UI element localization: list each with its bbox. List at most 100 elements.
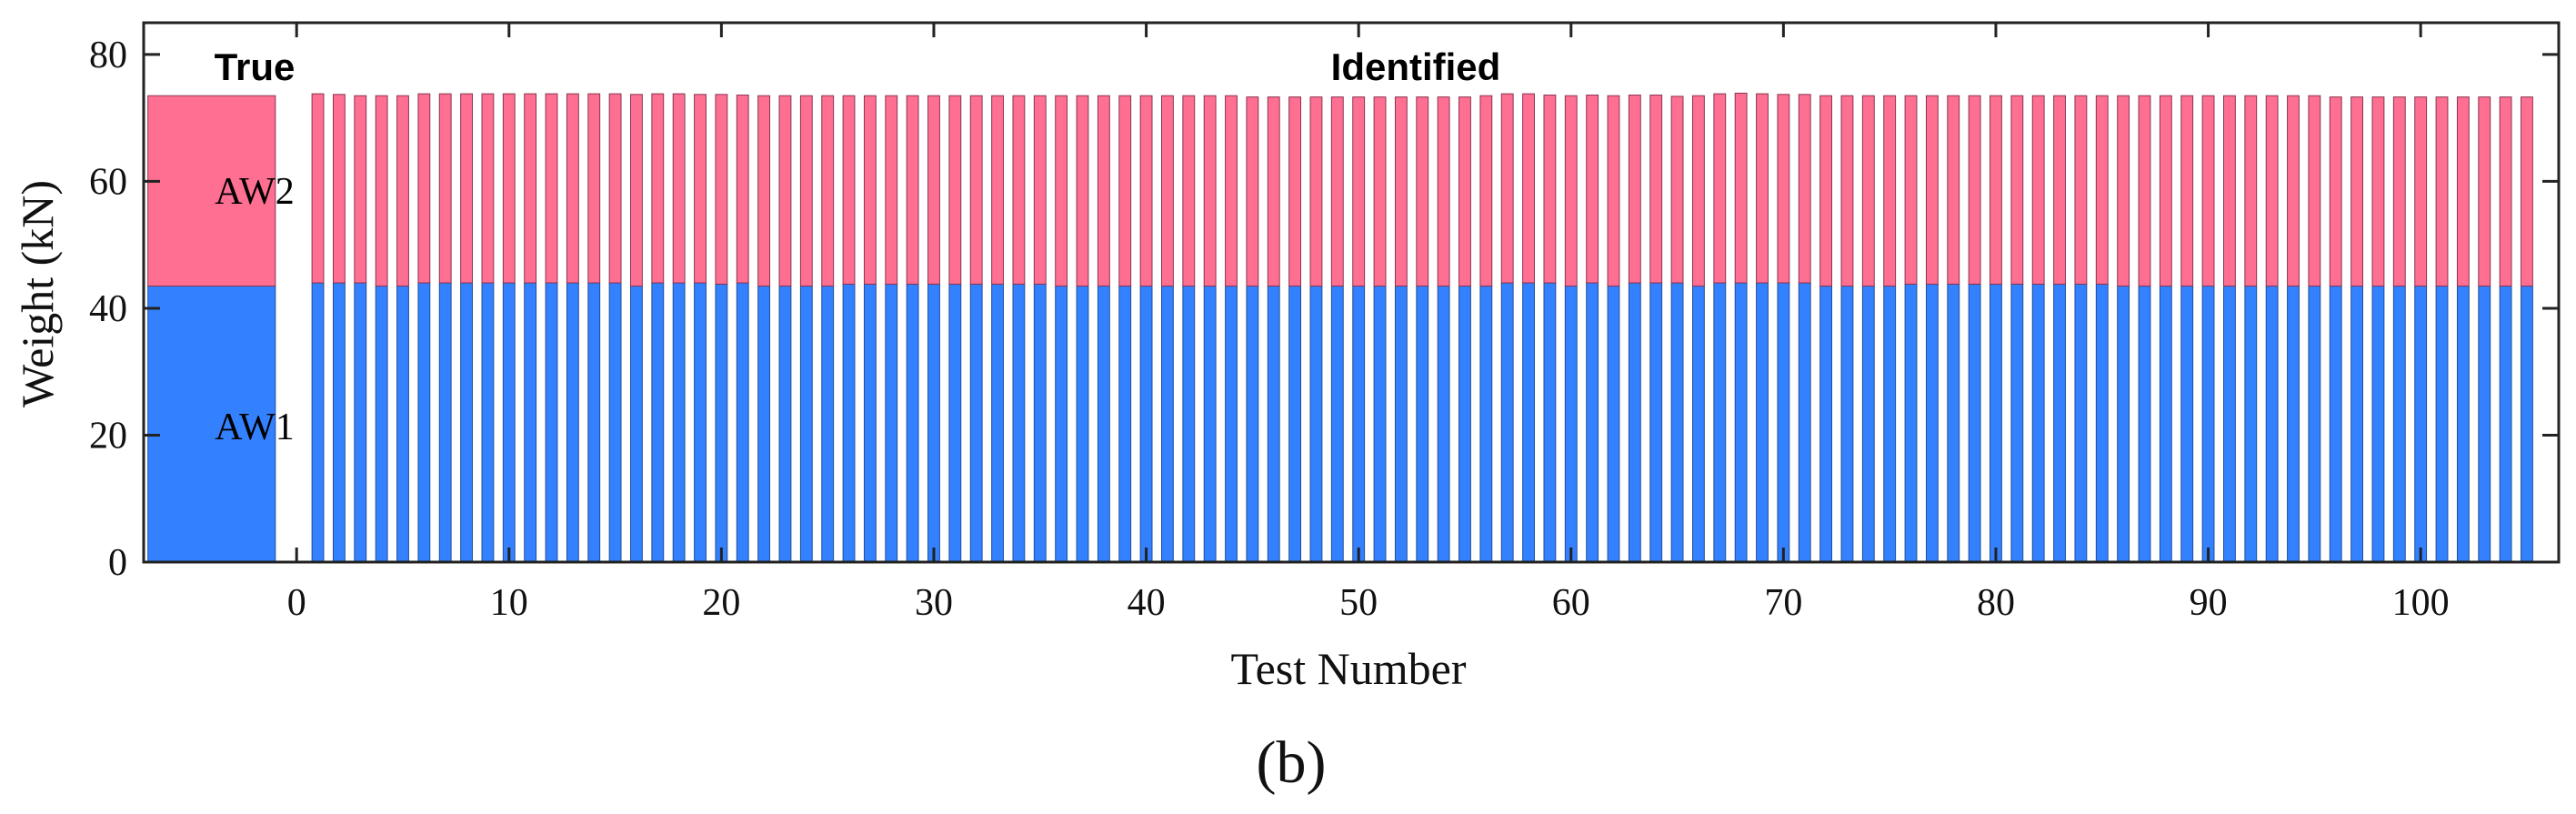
identified-bar-aw2-51 (1373, 96, 1387, 287)
identified-bar-aw2-17 (651, 93, 665, 284)
identified-bar-aw2-69 (1756, 93, 1769, 284)
identified-bar-aw2-90 (2201, 95, 2215, 287)
identified-bar-aw2-16 (630, 94, 643, 287)
identified-bar-aw2-95 (2308, 95, 2321, 287)
true-group-label: True (215, 45, 296, 88)
identified-bar-aw2-42 (1182, 95, 1196, 287)
identified-bar-aw2-58 (1522, 93, 1535, 284)
identified-bar-aw1-39 (1118, 286, 1132, 563)
identified-bar-aw2-21 (736, 95, 749, 284)
identified-bar-aw1-63 (1628, 282, 1641, 563)
identified-bar-aw1-55 (1458, 286, 1471, 563)
identified-bar-aw2-8 (460, 93, 473, 284)
identified-bar-aw2-35 (1033, 95, 1047, 285)
identified-bar-aw1-64 (1649, 282, 1663, 563)
true-bar-aw2 (147, 95, 276, 287)
identified-bar-aw1-53 (1416, 286, 1429, 563)
identified-bar-aw1-26 (842, 283, 856, 563)
identified-bar-aw2-29 (906, 95, 919, 285)
identified-bar-aw2-59 (1543, 95, 1557, 284)
identified-bar-aw2-43 (1203, 95, 1217, 287)
identified-bar-aw2-86 (2117, 95, 2130, 287)
identified-bar-aw2-13 (566, 93, 579, 284)
identified-bar-aw1-49 (1330, 286, 1344, 563)
identified-bar-aw1-68 (1734, 282, 1748, 563)
identified-bar-aw1-4 (375, 286, 388, 563)
identified-bar-aw2-49 (1330, 96, 1344, 287)
identified-bar-aw2-56 (1479, 95, 1493, 287)
identified-bar-aw1-88 (2159, 286, 2172, 563)
identified-bar-aw2-5 (396, 95, 409, 287)
identified-bar-aw1-16 (630, 286, 643, 563)
identified-bar-aw2-80 (1990, 95, 2002, 285)
identified-bar-aw1-13 (566, 282, 579, 563)
identified-bar-aw2-32 (969, 95, 983, 285)
identified-bar-aw1-34 (1012, 283, 1026, 563)
identified-bar-aw2-22 (757, 95, 771, 287)
identified-bar-aw1-76 (1904, 283, 1918, 563)
identified-bar-aw2-46 (1267, 96, 1280, 287)
identified-bar-aw1-90 (2201, 286, 2215, 563)
identified-group-label: Identified (1331, 45, 1501, 88)
y-tick-label-60: 60 (89, 161, 127, 203)
identified-bar-aw2-18 (672, 93, 686, 284)
identified-bar-aw2-91 (2223, 95, 2236, 287)
identified-bar-aw1-52 (1394, 286, 1408, 563)
identified-bar-aw2-67 (1713, 93, 1727, 284)
identified-bar-aw1-3 (354, 282, 367, 563)
identified-bar-aw2-48 (1309, 96, 1323, 287)
identified-bar-aw2-44 (1225, 95, 1238, 287)
identified-bar-aw1-31 (948, 283, 962, 563)
identified-bar-aw2-23 (778, 95, 792, 287)
identified-bar-aw2-57 (1500, 93, 1514, 284)
identified-bar-aw1-43 (1203, 286, 1217, 563)
identified-bar-aw2-63 (1628, 95, 1641, 284)
identified-bar-aw1-78 (1947, 283, 1960, 563)
identified-bar-aw2-54 (1437, 96, 1450, 287)
identified-bar-aw2-39 (1118, 95, 1132, 287)
identified-bar-aw2-102 (2456, 96, 2470, 287)
identified-bar-aw1-79 (1968, 283, 1981, 563)
identified-bar-aw1-77 (1925, 283, 1939, 563)
identified-bar-aw2-68 (1734, 92, 1748, 284)
identified-bar-aw1-23 (778, 286, 792, 563)
identified-bar-aw2-55 (1458, 96, 1471, 287)
x-tick-label-60: 60 (1552, 582, 1590, 624)
x-tick-label-100: 100 (2392, 582, 2450, 624)
identified-bar-aw1-9 (481, 282, 495, 563)
identified-bar-aw1-83 (2053, 283, 2066, 563)
identified-bar-aw2-20 (715, 94, 728, 285)
x-tick-label-90: 90 (2190, 582, 2228, 624)
identified-bar-aw2-103 (2478, 96, 2491, 287)
identified-bar-aw1-1 (311, 282, 325, 563)
identified-bar-aw2-15 (608, 93, 622, 284)
identified-bar-aw2-14 (587, 93, 601, 284)
identified-bar-aw1-101 (2435, 286, 2449, 563)
y-tick-label-40: 40 (89, 288, 127, 330)
identified-bar-aw2-41 (1161, 95, 1174, 287)
identified-bar-aw2-84 (2074, 95, 2088, 285)
identified-bar-aw2-50 (1352, 96, 1366, 287)
identified-bar-aw1-61 (1586, 282, 1599, 563)
identified-bar-aw2-93 (2265, 95, 2279, 287)
x-tick-label-70: 70 (1764, 582, 1802, 624)
identified-bar-aw2-61 (1586, 95, 1599, 284)
identified-bar-aw2-85 (2095, 95, 2109, 285)
identified-bar-aw2-24 (799, 95, 813, 287)
identified-bar-aw2-34 (1012, 95, 1026, 285)
identified-bar-aw1-60 (1564, 286, 1578, 563)
identified-bar-aw1-100 (2414, 286, 2428, 563)
identified-bar-aw1-89 (2180, 286, 2194, 563)
identified-bar-aw1-62 (1607, 286, 1620, 563)
identified-bar-aw1-57 (1500, 282, 1514, 563)
plot-frame (142, 21, 2561, 564)
identified-bar-aw1-54 (1437, 286, 1450, 563)
identified-bar-aw2-60 (1564, 95, 1578, 287)
identified-bar-aw1-46 (1267, 286, 1280, 563)
identified-bar-aw2-97 (2350, 96, 2364, 287)
x-tick-label-0: 0 (287, 582, 306, 624)
identified-bar-aw1-93 (2265, 286, 2279, 563)
identified-bar-aw1-6 (417, 282, 431, 563)
identified-bar-aw2-3 (354, 95, 367, 284)
